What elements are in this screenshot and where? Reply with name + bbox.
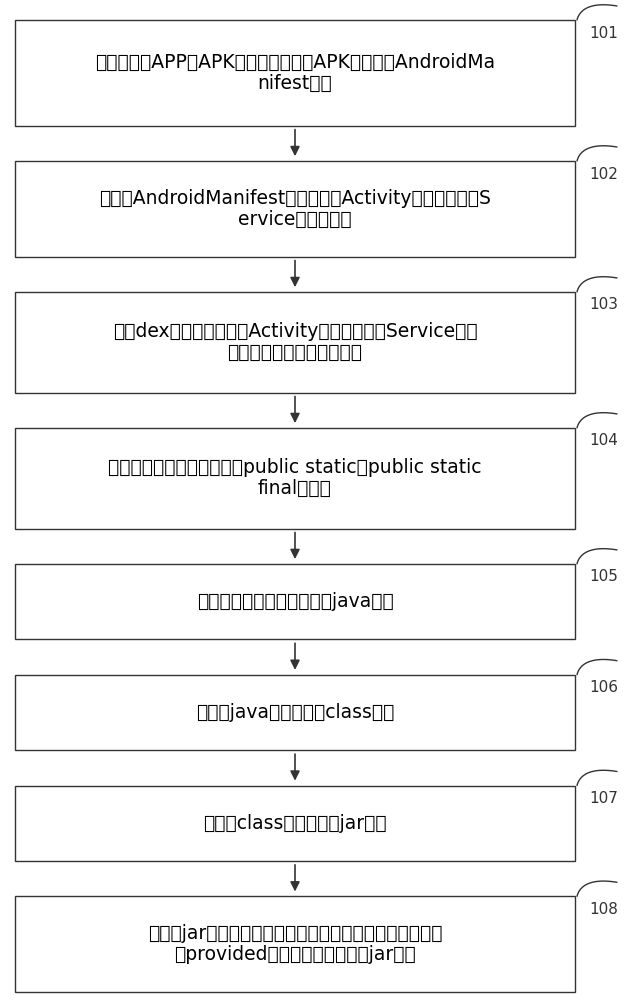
Text: 101: 101 — [589, 25, 618, 40]
Text: 105: 105 — [589, 569, 618, 584]
Text: 将所述class文件编译成jar文件: 将所述class文件编译成jar文件 — [203, 814, 387, 833]
Text: 遍历获得的所有类，提取出public static或public static: 遍历获得的所有类，提取出public static或public static — [109, 458, 481, 477]
Text: 106: 106 — [589, 680, 618, 695]
Text: 104: 104 — [589, 433, 618, 448]
Text: 将所述java文件编译成class文件: 将所述java文件编译成class文件 — [196, 703, 394, 722]
Bar — [15, 896, 575, 992]
Text: final的方法: final的方法 — [258, 479, 332, 498]
Bar — [15, 564, 575, 639]
Text: 整类名反编译得到类的信息: 整类名反编译得到类的信息 — [228, 343, 362, 362]
Bar — [15, 786, 575, 861]
Text: 102: 102 — [589, 167, 618, 182]
Text: 108: 108 — [589, 902, 618, 917]
Text: 103: 103 — [589, 297, 618, 312]
Text: 扫描并解压APP的APK文件，获取所述APK文件中的AndroidMa: 扫描并解压APP的APK文件，获取所述APK文件中的AndroidMa — [95, 53, 495, 72]
Text: 将提取出的所有方法创建成java文件: 将提取出的所有方法创建成java文件 — [197, 592, 393, 611]
Bar — [15, 292, 575, 393]
Text: 从所述AndroidManifest文件中获取Activity的完整类名或S: 从所述AndroidManifest文件中获取Activity的完整类名或S — [99, 189, 491, 208]
Bar — [15, 675, 575, 750]
Text: 107: 107 — [589, 791, 618, 806]
Text: ervice的完整类名: ervice的完整类名 — [238, 210, 352, 229]
Text: 遍历dex文件，根据所述Activity的完整类名或Service的完: 遍历dex文件，根据所述Activity的完整类名或Service的完 — [113, 322, 477, 341]
Bar — [15, 20, 575, 126]
Text: 用provided的引用方式引用所述jar文件: 用provided的引用方式引用所述jar文件 — [174, 945, 416, 964]
Text: 将所述jar文件存储至业务模块中，以使得所述业务模块使: 将所述jar文件存储至业务模块中，以使得所述业务模块使 — [148, 924, 442, 943]
Text: nifest文件: nifest文件 — [257, 74, 333, 93]
Bar — [15, 428, 575, 529]
Bar — [15, 161, 575, 257]
